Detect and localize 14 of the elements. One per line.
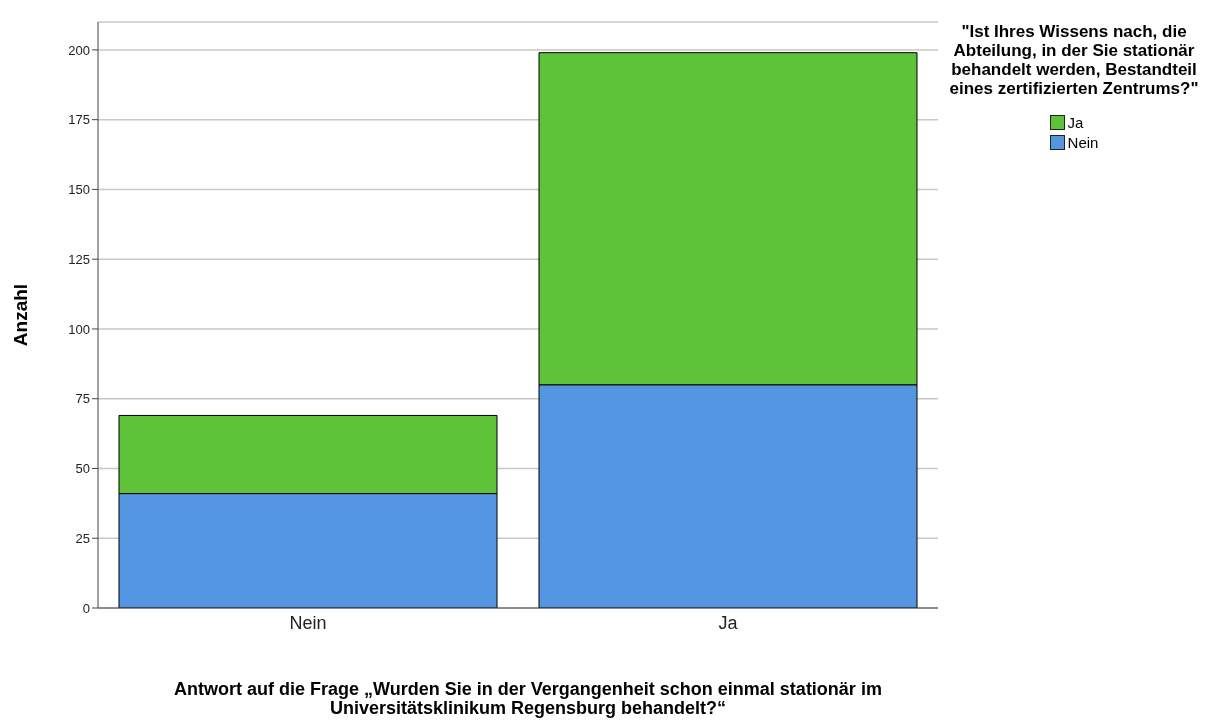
y-tick-label: 100 — [68, 321, 90, 337]
y-tick-label: 150 — [68, 182, 90, 198]
x-axis-title: Antwort auf die Frage „Wurden Sie in der Vergangenheit schon einmal stationär im Universitätsklinikum Regensburg behandelt?“ — [173, 679, 883, 718]
y-axis-title: Anzahl — [9, 283, 31, 347]
y-tick-label: 175 — [68, 112, 90, 128]
legend-label: Ja — [1067, 113, 1084, 131]
y-tick-label: 0 — [82, 600, 90, 616]
legend-title: "Ist Ihres Wissens nach, die Abteilung, in der Sie stationär behandelt werden, Bestandteil eines zertifizierten Zentrums?" — [948, 22, 1200, 98]
legend-label: Nein — [1067, 133, 1099, 151]
y-tick-label: 75 — [75, 391, 90, 407]
y-tick-label: 25 — [75, 530, 90, 546]
y-tick-label: 50 — [75, 461, 90, 477]
y-tick-label: 125 — [68, 251, 90, 267]
y-tick-label: 200 — [68, 42, 90, 58]
